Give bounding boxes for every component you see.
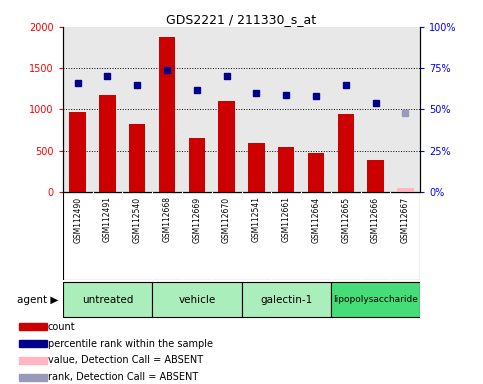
Text: GSM112667: GSM112667	[401, 197, 410, 243]
Text: GSM112670: GSM112670	[222, 197, 231, 243]
Text: GSM112668: GSM112668	[163, 197, 171, 242]
Bar	[189, 138, 205, 192]
Bar	[99, 95, 115, 192]
Bar	[19, 340, 47, 348]
Bar	[278, 147, 294, 192]
Text: GSM112490: GSM112490	[73, 197, 82, 243]
Title: GDS2221 / 211330_s_at: GDS2221 / 211330_s_at	[167, 13, 316, 26]
Text: count: count	[48, 321, 75, 331]
Bar	[159, 37, 175, 192]
Text: vehicle: vehicle	[178, 295, 215, 305]
Bar	[19, 323, 47, 331]
Bar	[218, 101, 235, 192]
Text: agent ▶: agent ▶	[16, 295, 58, 305]
FancyBboxPatch shape	[331, 282, 420, 317]
Text: GSM112665: GSM112665	[341, 197, 350, 243]
Text: GSM112491: GSM112491	[103, 197, 112, 242]
Text: lipopolysaccharide: lipopolysaccharide	[333, 295, 418, 304]
Text: rank, Detection Call = ABSENT: rank, Detection Call = ABSENT	[48, 372, 198, 382]
Bar	[308, 153, 324, 192]
Text: GSM112540: GSM112540	[133, 197, 142, 243]
Bar	[129, 124, 145, 192]
Text: GSM112661: GSM112661	[282, 197, 291, 242]
Bar	[397, 188, 413, 192]
Bar	[338, 114, 354, 192]
Text: percentile rank within the sample: percentile rank within the sample	[48, 339, 213, 349]
Text: galectin-1: galectin-1	[260, 295, 313, 305]
Text: value, Detection Call = ABSENT: value, Detection Call = ABSENT	[48, 356, 203, 366]
Bar	[63, 192, 420, 280]
Bar	[70, 112, 86, 192]
FancyBboxPatch shape	[152, 282, 242, 317]
Bar	[19, 357, 47, 364]
Text: GSM112664: GSM112664	[312, 197, 320, 243]
Bar	[248, 143, 265, 192]
Text: GSM112541: GSM112541	[252, 197, 261, 242]
Bar	[368, 160, 384, 192]
Text: GSM112666: GSM112666	[371, 197, 380, 243]
Text: GSM112669: GSM112669	[192, 197, 201, 243]
FancyBboxPatch shape	[63, 282, 152, 317]
FancyBboxPatch shape	[242, 282, 331, 317]
Bar	[19, 374, 47, 381]
Text: untreated: untreated	[82, 295, 133, 305]
